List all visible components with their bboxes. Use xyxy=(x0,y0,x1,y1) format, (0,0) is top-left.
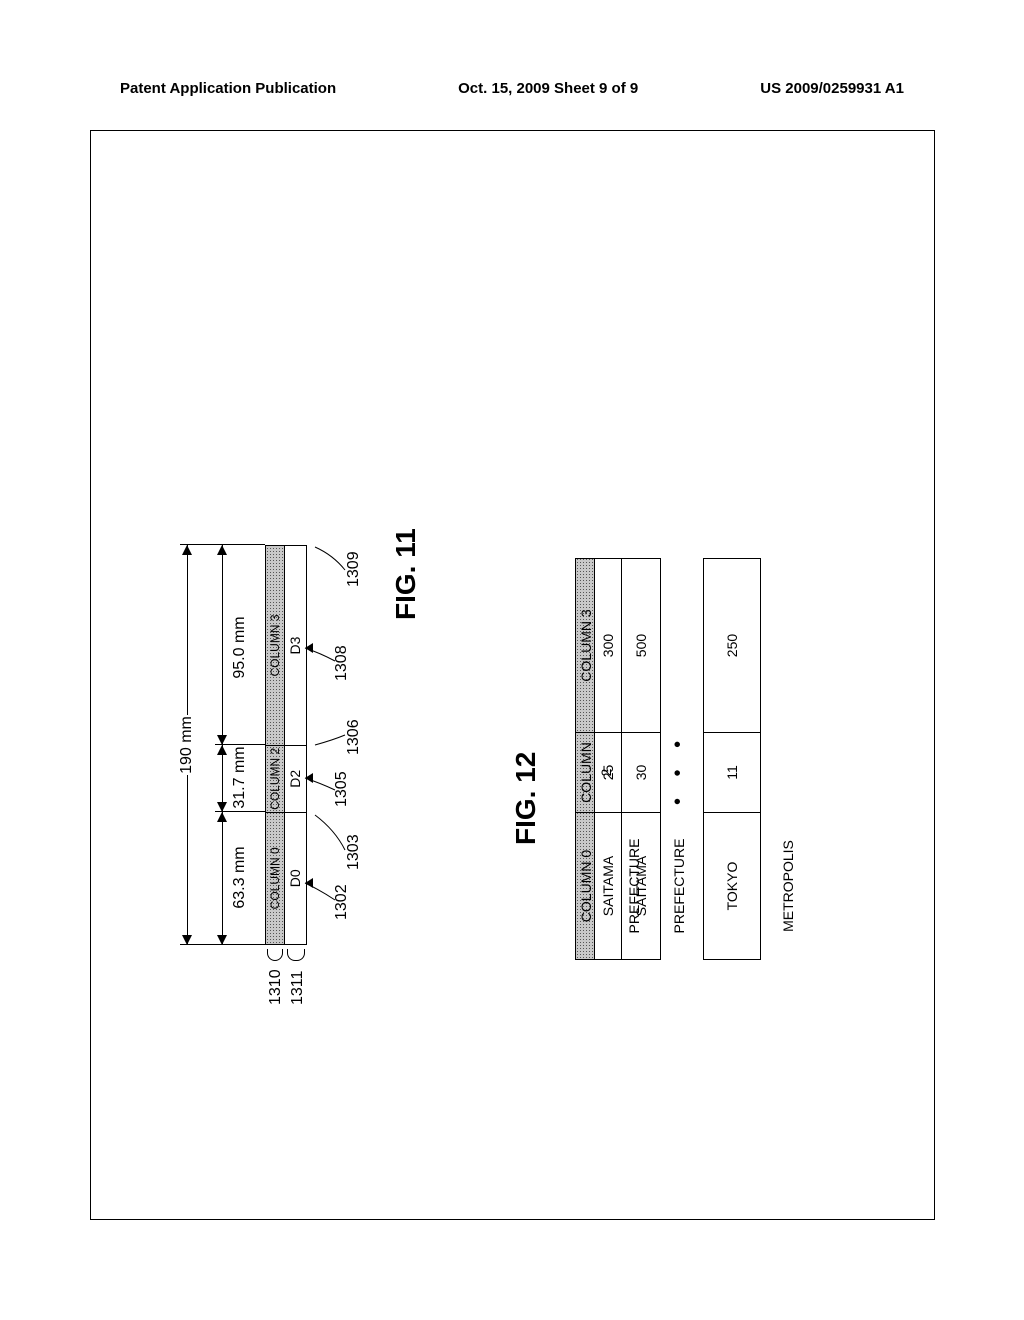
fig12-row-last: TOKYO METROPOLIS 11 250 xyxy=(703,558,761,960)
fig12-row-1: SAITAMA PREFECTURE 30 500 xyxy=(621,558,661,960)
page-border xyxy=(90,130,935,1220)
fig12-title: FIG. 12 xyxy=(510,752,542,845)
ref-1306: 1306 xyxy=(345,719,363,755)
ref-1302: 1302 xyxy=(333,884,351,920)
ref-1309: 1309 xyxy=(345,551,363,587)
ref-1308: 1308 xyxy=(333,645,351,681)
pub-left: Patent Application Publication xyxy=(120,80,336,97)
pub-right: US 2009/0259931 A1 xyxy=(760,80,904,97)
fig11-title: FIG. 11 xyxy=(390,528,422,620)
fig12-row-0: SAITAMA PREFECTURE 25 300 xyxy=(594,558,622,960)
fig12-header: COLUMN 0 COLUMN 2 COLUMN 3 xyxy=(575,558,595,960)
ref-1311: 1311 xyxy=(289,971,307,1005)
fig11-header-row: COLUMN 0 COLUMN 2 COLUMN 3 xyxy=(265,545,285,945)
page-header: Patent Application Publication Oct. 15, … xyxy=(0,80,1024,97)
ref-1303: 1303 xyxy=(345,834,363,870)
fig12-ellipsis: • • • xyxy=(667,733,690,805)
ref-1305: 1305 xyxy=(333,771,351,807)
pub-center: Oct. 15, 2009 Sheet 9 of 9 xyxy=(458,80,638,97)
ref-1310: 1310 xyxy=(267,969,285,1005)
